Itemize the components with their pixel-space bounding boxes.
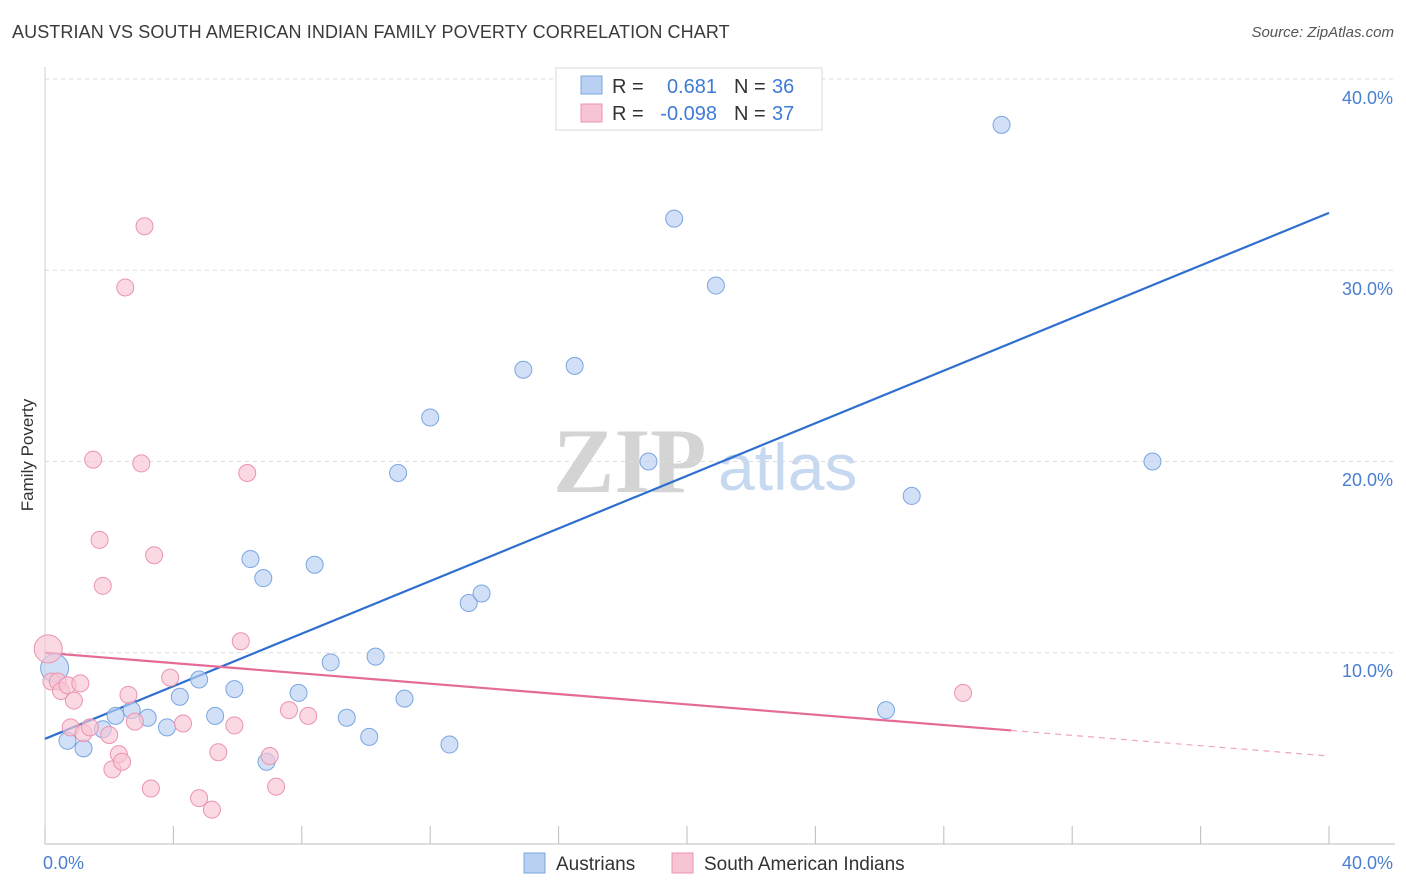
data-point-austrians [74,739,93,758]
legend-n-label: N = [734,103,766,125]
data-point-austrians [225,680,244,699]
y-tick-labels: 10.0% 20.0% 30.0% 40.0% [1342,88,1393,681]
data-point-austrians [902,486,921,505]
data-point-south-american-indians [174,714,193,733]
data-point-austrians [389,463,408,482]
data-point-austrians [565,356,584,375]
legend-n-value: 37 [772,103,794,125]
data-point-south-american-indians [267,777,286,796]
y-tick-label: 30.0% [1342,279,1393,299]
bottom-legend: Austrians South American Indians [523,852,905,875]
data-point-austrians [514,360,533,379]
data-point-south-american-indians [80,718,99,737]
data-point-south-american-indians [145,546,164,565]
data-point-south-american-indians [64,691,83,710]
data-point-austrians [157,718,176,737]
data-point-austrians [366,647,385,666]
y-tick-label: 10.0% [1342,661,1393,681]
data-point-south-american-indians [113,752,132,771]
trend-line-solid [44,651,1012,732]
x-tick-label: 0.0% [43,853,84,873]
data-point-austrians [992,115,1011,134]
y-axis-label: Family Poverty [18,398,37,511]
data-point-austrians [321,653,340,672]
legend-swatch-blue [580,75,603,95]
data-points [33,115,1162,819]
data-point-south-american-indians [209,743,228,762]
data-point-austrians [106,706,125,725]
data-point-south-american-indians [119,685,138,704]
watermark-atlas: atlas [718,430,857,504]
legend-n-value: 36 [772,76,794,98]
data-point-austrians [337,708,356,727]
data-point-south-american-indians [84,450,103,469]
data-point-austrians [395,689,414,708]
legend-r-label: R = [612,103,644,125]
data-point-south-american-indians [93,576,112,595]
data-point-austrians [472,584,491,603]
trend-line-dashed [1011,729,1330,757]
data-point-south-american-indians [141,779,160,798]
data-point-south-american-indians [260,747,279,766]
data-point-austrians [639,452,658,471]
data-point-south-american-indians [33,634,63,664]
legend-r-value: 0.681 [667,76,717,98]
source-label: Source: ZipAtlas.com [1251,24,1394,41]
data-point-austrians [305,555,324,574]
data-point-austrians [190,670,209,689]
data-point-south-american-indians [190,789,209,808]
bottom-legend-swatch-austrians [523,852,546,874]
data-point-austrians [1143,452,1162,471]
data-point-south-american-indians [125,712,144,731]
x-tick-labels: 0.0% 40.0% [43,853,1393,873]
data-point-austrians [877,701,896,720]
chart-title: AUSTRIAN VS SOUTH AMERICAN INDIAN FAMILY… [12,22,730,42]
data-point-austrians [289,683,308,702]
data-point-austrians [254,569,273,588]
data-point-south-american-indians [90,530,109,549]
data-point-south-american-indians [135,217,154,236]
x-tick-label: 40.0% [1342,853,1393,873]
trend-line [44,211,1330,740]
data-point-austrians [206,706,225,725]
legend: R = 0.681 N = 36 R = -0.098 N = 37 [555,67,823,131]
data-point-austrians [360,727,379,746]
data-point-south-american-indians [100,725,119,744]
data-point-austrians [706,276,725,295]
data-point-austrians [440,735,459,754]
data-point-south-american-indians [225,716,244,735]
bottom-legend-swatch-sai [671,852,694,874]
legend-r-label: R = [612,76,644,98]
axes [44,67,1395,845]
legend-swatch-pink [580,103,603,123]
data-point-south-american-indians [202,800,221,819]
data-point-austrians [459,594,478,613]
bottom-legend-label-sai: South American Indians [704,854,905,875]
data-point-south-american-indians [116,278,135,297]
data-point-south-american-indians [279,701,298,720]
data-point-south-american-indians [231,632,250,651]
legend-r-value: -0.098 [660,103,717,125]
data-point-austrians [421,408,440,427]
trend-lines [44,211,1330,757]
y-tick-label: 20.0% [1342,470,1393,490]
y-tick-label: 40.0% [1342,88,1393,108]
data-point-south-american-indians [132,454,151,473]
data-point-austrians [241,550,260,569]
bottom-legend-label-austrians: Austrians [556,854,635,875]
data-point-south-american-indians [71,674,90,693]
data-point-south-american-indians [299,706,318,725]
data-point-south-american-indians [238,463,257,482]
data-point-austrians [665,209,684,228]
data-point-austrians [170,687,189,706]
data-point-south-american-indians [954,683,973,702]
legend-n-label: N = [734,76,766,98]
data-point-south-american-indians [161,668,180,687]
